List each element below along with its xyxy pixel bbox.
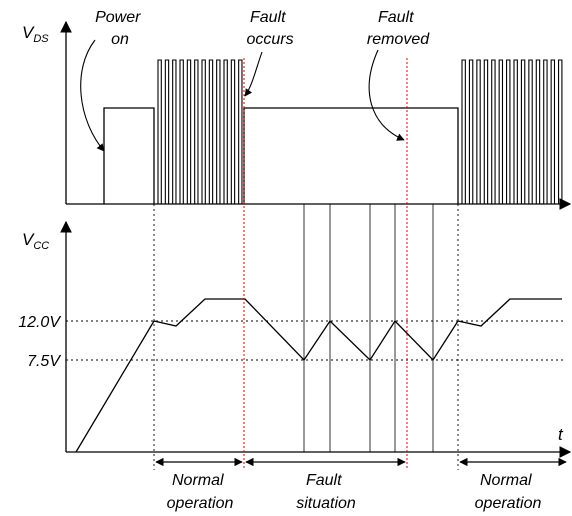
vds-second-pulse — [491, 59, 496, 204]
vcc-waveform — [75, 298, 562, 453]
vds-second-pulse — [476, 59, 481, 204]
level-12v-label: 12.0V — [18, 314, 61, 331]
vds-first-pulse — [186, 59, 192, 204]
phase-normal-2-label: Normal operation — [475, 472, 542, 512]
vds-second-pulse — [558, 59, 563, 204]
vcc-axis-label: VCC — [22, 230, 49, 252]
vds-second-pulse — [543, 59, 548, 204]
vds-first-pulse — [238, 59, 243, 204]
fault-removed-label: Fault removed — [367, 9, 430, 48]
fault-removed-arrow — [368, 49, 405, 141]
vds-first-pulse — [230, 59, 236, 204]
power-on-arrow — [80, 39, 105, 152]
vds-second-pulse — [528, 59, 533, 204]
phase-spans: Normal operation Fault situation Normal … — [155, 457, 567, 512]
fault-occurs-label: Fault occurs — [246, 9, 293, 48]
vds-first-pulse — [194, 59, 199, 204]
level-7-5v-label: 7.5V — [27, 353, 61, 370]
vds-first-pulse — [208, 59, 214, 204]
vcc-panel: VCC t 12.0V 7.5V — [18, 220, 572, 458]
vds-second-pulse — [483, 59, 489, 204]
vds-second-pulse — [520, 59, 526, 204]
vds-second-pulse — [535, 59, 541, 204]
vds-first-pulse — [164, 59, 170, 204]
vds-first-pulse — [216, 59, 221, 204]
phase-normal-1-label: Normal operation — [167, 472, 234, 512]
vds-second-pulse — [513, 59, 518, 204]
power-on-label: Power on — [95, 9, 145, 48]
vds-axis-label: VDS — [22, 23, 49, 45]
vds-first-pulse — [223, 59, 228, 204]
vds-fault-level — [243, 107, 459, 204]
vds-first-pulse — [201, 59, 206, 204]
vertical-guides — [153, 204, 459, 470]
vds-switching-pulses-second — [461, 59, 563, 204]
vds-second-pulse — [461, 59, 466, 204]
vds-second-pulse — [550, 59, 556, 204]
vds-second-pulse — [498, 59, 504, 204]
vds-second-pulse — [506, 59, 511, 204]
vds-startup-pulse — [103, 107, 155, 204]
phase-fault-label: Fault situation — [296, 472, 356, 512]
time-axis-label: t — [558, 425, 564, 444]
fault-occurs-arrow — [244, 51, 263, 97]
vds-second-pulse — [468, 59, 474, 204]
vds-first-pulse — [179, 59, 184, 204]
vds-switching-pulses-first — [157, 59, 243, 204]
vds-first-pulse — [172, 59, 177, 204]
vds-first-pulse — [157, 59, 162, 204]
vds-panel: VDS Power on Fault occurs Fault removed — [22, 9, 572, 210]
